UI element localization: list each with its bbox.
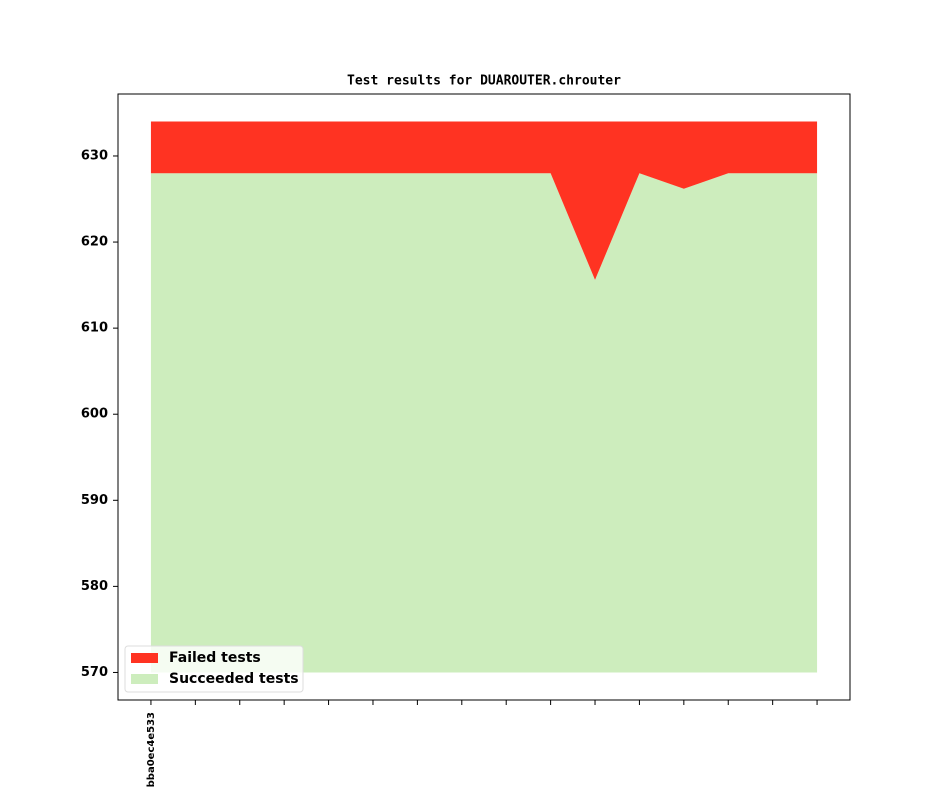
y-tick-label: 570 <box>81 665 108 680</box>
legend-label: Succeeded tests <box>169 671 299 687</box>
legend-swatch <box>131 674 158 684</box>
y-tick-label: 600 <box>81 407 108 422</box>
plot-frame <box>117 93 851 701</box>
y-tick-label: 590 <box>81 493 108 508</box>
x-tick-label: bba0ec4e533 <box>146 712 157 787</box>
legend-label: Failed tests <box>169 650 261 666</box>
legend-box <box>124 645 304 693</box>
y-tick-label: 630 <box>81 148 108 163</box>
area <box>150 121 818 280</box>
chart-title: Test results for DUAROUTER.chrouter <box>347 74 621 89</box>
y-tick-label: 610 <box>81 321 108 336</box>
legend-swatch <box>131 653 158 663</box>
y-tick-label: 580 <box>81 579 108 594</box>
y-tick-label: 620 <box>81 235 108 250</box>
area <box>150 173 818 673</box>
